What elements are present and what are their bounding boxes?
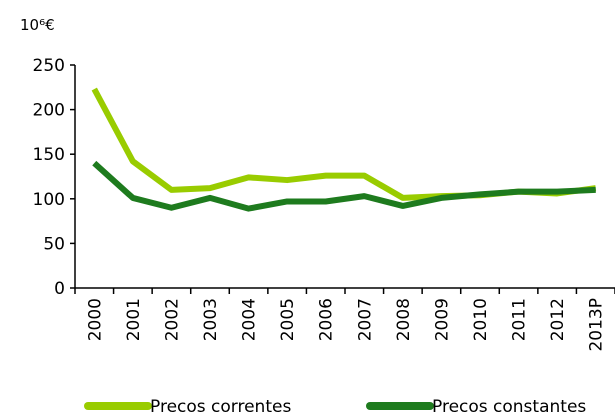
y-tick-label: 250 <box>33 56 65 76</box>
y-tick-label: 100 <box>33 190 65 210</box>
legend-label: Precos correntes <box>150 397 291 416</box>
x-tick-label: 2011 <box>510 298 530 341</box>
series-line <box>91 87 597 201</box>
x-tick-label: 2004 <box>240 298 260 341</box>
x-tick-label: 2008 <box>394 298 414 341</box>
x-tick-label: 2005 <box>278 298 298 341</box>
y-tick-label: 0 <box>54 279 65 299</box>
y-tick-label: 150 <box>33 145 65 165</box>
x-tick-label: 2013P <box>587 298 607 352</box>
x-tick-label: 2003 <box>201 298 221 341</box>
series-line <box>92 160 596 212</box>
x-tick-label: 2012 <box>548 298 568 341</box>
legend-label: Precos constantes <box>432 397 586 416</box>
y-axis-label: 10⁶€ <box>20 16 55 34</box>
x-tick-label: 2001 <box>124 298 144 341</box>
y-tick-label: 50 <box>43 234 65 254</box>
y-tick-label: 200 <box>33 101 65 121</box>
x-tick-label: 2010 <box>471 298 491 341</box>
x-tick-label: 2009 <box>432 298 452 341</box>
x-tick-label: 2000 <box>85 298 105 341</box>
x-tick-label: 2006 <box>317 298 337 341</box>
x-tick-label: 2002 <box>162 298 182 341</box>
x-tick-label: 2007 <box>355 298 375 341</box>
